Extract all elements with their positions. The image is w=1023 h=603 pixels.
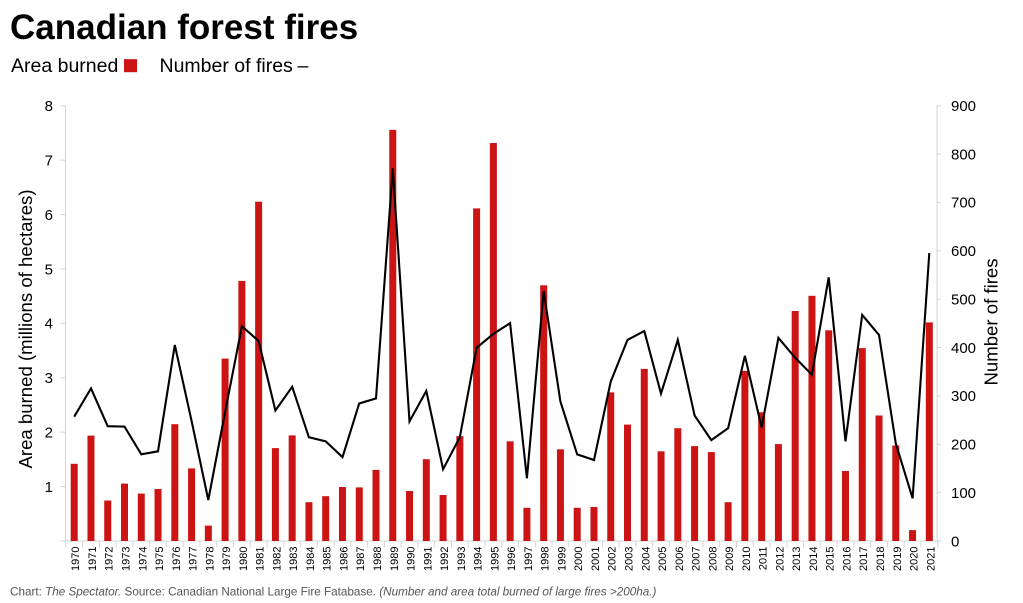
svg-text:Number of fires: Number of fires <box>160 55 294 77</box>
svg-text:2004: 2004 <box>640 547 652 571</box>
svg-text:1986: 1986 <box>339 547 351 571</box>
svg-text:2006: 2006 <box>674 547 686 571</box>
svg-text:Area burned (millions of hecta: Area burned (millions of hectares) <box>15 189 36 468</box>
svg-text:200: 200 <box>951 437 976 454</box>
svg-text:1991: 1991 <box>422 547 434 571</box>
svg-text:2014: 2014 <box>808 547 820 571</box>
svg-text:1989: 1989 <box>389 547 401 571</box>
svg-text:Area burned: Area burned <box>11 55 118 77</box>
svg-text:2002: 2002 <box>607 547 619 571</box>
svg-text:–: – <box>298 55 309 77</box>
svg-text:0: 0 <box>951 533 959 550</box>
svg-text:2001: 2001 <box>590 547 602 571</box>
svg-text:1978: 1978 <box>204 547 216 571</box>
svg-text:2016: 2016 <box>842 547 854 571</box>
svg-text:7: 7 <box>45 153 53 170</box>
svg-text:1974: 1974 <box>137 547 149 571</box>
svg-text:6: 6 <box>45 207 53 224</box>
svg-text:1994: 1994 <box>473 547 485 571</box>
svg-text:1: 1 <box>45 479 53 496</box>
svg-text:1976: 1976 <box>171 547 183 571</box>
svg-text:Number of fires: Number of fires <box>981 258 1002 385</box>
svg-text:1995: 1995 <box>489 547 501 571</box>
svg-text:5: 5 <box>45 261 53 278</box>
svg-text:2011: 2011 <box>758 547 770 571</box>
svg-text:1996: 1996 <box>506 547 518 571</box>
svg-text:1988: 1988 <box>372 547 384 571</box>
svg-text:1987: 1987 <box>355 547 367 571</box>
svg-text:100: 100 <box>951 485 976 502</box>
svg-text:2019: 2019 <box>892 547 904 571</box>
svg-text:2010: 2010 <box>741 547 753 571</box>
svg-text:2017: 2017 <box>858 547 870 571</box>
svg-text:2012: 2012 <box>774 547 786 571</box>
svg-text:400: 400 <box>951 340 976 357</box>
svg-text:1979: 1979 <box>221 547 233 571</box>
svg-text:Canadian forest fires: Canadian forest fires <box>10 8 358 47</box>
svg-text:1982: 1982 <box>271 547 283 571</box>
svg-text:1977: 1977 <box>188 547 200 571</box>
svg-text:2000: 2000 <box>573 547 585 571</box>
svg-text:4: 4 <box>45 316 53 333</box>
svg-text:1972: 1972 <box>104 547 116 571</box>
svg-text:1998: 1998 <box>540 547 552 571</box>
svg-text:1985: 1985 <box>322 547 334 571</box>
svg-text:2020: 2020 <box>909 547 921 571</box>
svg-text:2: 2 <box>45 425 53 442</box>
svg-text:1980: 1980 <box>238 547 250 571</box>
svg-text:2005: 2005 <box>657 547 669 571</box>
svg-text:1971: 1971 <box>87 547 99 571</box>
svg-text:600: 600 <box>951 243 976 260</box>
svg-text:2003: 2003 <box>624 547 636 571</box>
svg-text:2013: 2013 <box>791 547 803 571</box>
svg-text:8: 8 <box>45 98 53 115</box>
svg-text:2008: 2008 <box>707 547 719 571</box>
svg-text:2009: 2009 <box>724 547 736 571</box>
svg-text:1973: 1973 <box>121 547 133 571</box>
svg-text:1970: 1970 <box>70 547 82 571</box>
svg-text:1975: 1975 <box>154 547 166 571</box>
svg-text:1981: 1981 <box>255 547 267 571</box>
svg-text:Chart: The Spectator. Source:: Chart: The Spectator. Source: Canadian N… <box>10 586 656 599</box>
svg-text:900: 900 <box>951 98 976 115</box>
svg-text:700: 700 <box>951 195 976 212</box>
svg-text:1990: 1990 <box>406 547 418 571</box>
svg-text:3: 3 <box>45 370 53 387</box>
svg-text:300: 300 <box>951 388 976 405</box>
svg-text:1992: 1992 <box>439 547 451 571</box>
svg-text:1983: 1983 <box>288 547 300 571</box>
svg-text:1993: 1993 <box>456 547 468 571</box>
svg-text:2015: 2015 <box>825 547 837 571</box>
svg-text:500: 500 <box>951 292 976 309</box>
svg-text:1997: 1997 <box>523 547 535 571</box>
svg-text:2007: 2007 <box>691 547 703 571</box>
svg-text:2018: 2018 <box>875 547 887 571</box>
svg-text:1999: 1999 <box>556 547 568 571</box>
svg-text:2021: 2021 <box>925 547 937 571</box>
svg-text:1984: 1984 <box>305 547 317 571</box>
svg-text:800: 800 <box>951 146 976 163</box>
